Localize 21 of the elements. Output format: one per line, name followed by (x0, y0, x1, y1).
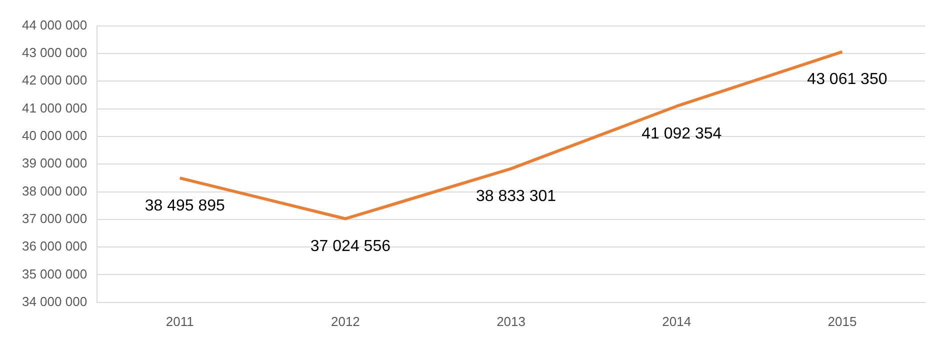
data-label: 41 092 354 (642, 126, 722, 143)
x-tick-label: 2011 (166, 314, 194, 329)
x-tick-label: 2013 (496, 314, 526, 329)
y-tick-label: 34 000 000 (22, 294, 88, 309)
data-label: 37 024 556 (310, 238, 391, 256)
x-tick-label: 2012 (330, 314, 360, 329)
y-tick-label: 40 000 000 (22, 128, 88, 144)
y-tick-label: 36 000 000 (22, 238, 88, 254)
y-tick-label: 37 000 000 (22, 211, 88, 226)
data-label: 38 833 301 (476, 188, 556, 206)
y-tick-label: 42 000 000 (22, 72, 88, 88)
x-tick-label: 2014 (662, 314, 692, 329)
data-label: 38 495 895 (144, 197, 225, 214)
y-tick-label: 39 000 000 (22, 156, 88, 171)
y-tick-label: 38 000 000 (22, 183, 88, 198)
data-label: 43 061 350 (807, 71, 888, 88)
y-tick-label: 44 000 000 (22, 17, 88, 32)
y-tick-label: 35 000 000 (22, 266, 88, 282)
x-tick-label: 2015 (828, 314, 857, 329)
y-tick-label: 43 000 000 (22, 45, 88, 60)
y-tick-label: 41 000 000 (22, 100, 88, 116)
